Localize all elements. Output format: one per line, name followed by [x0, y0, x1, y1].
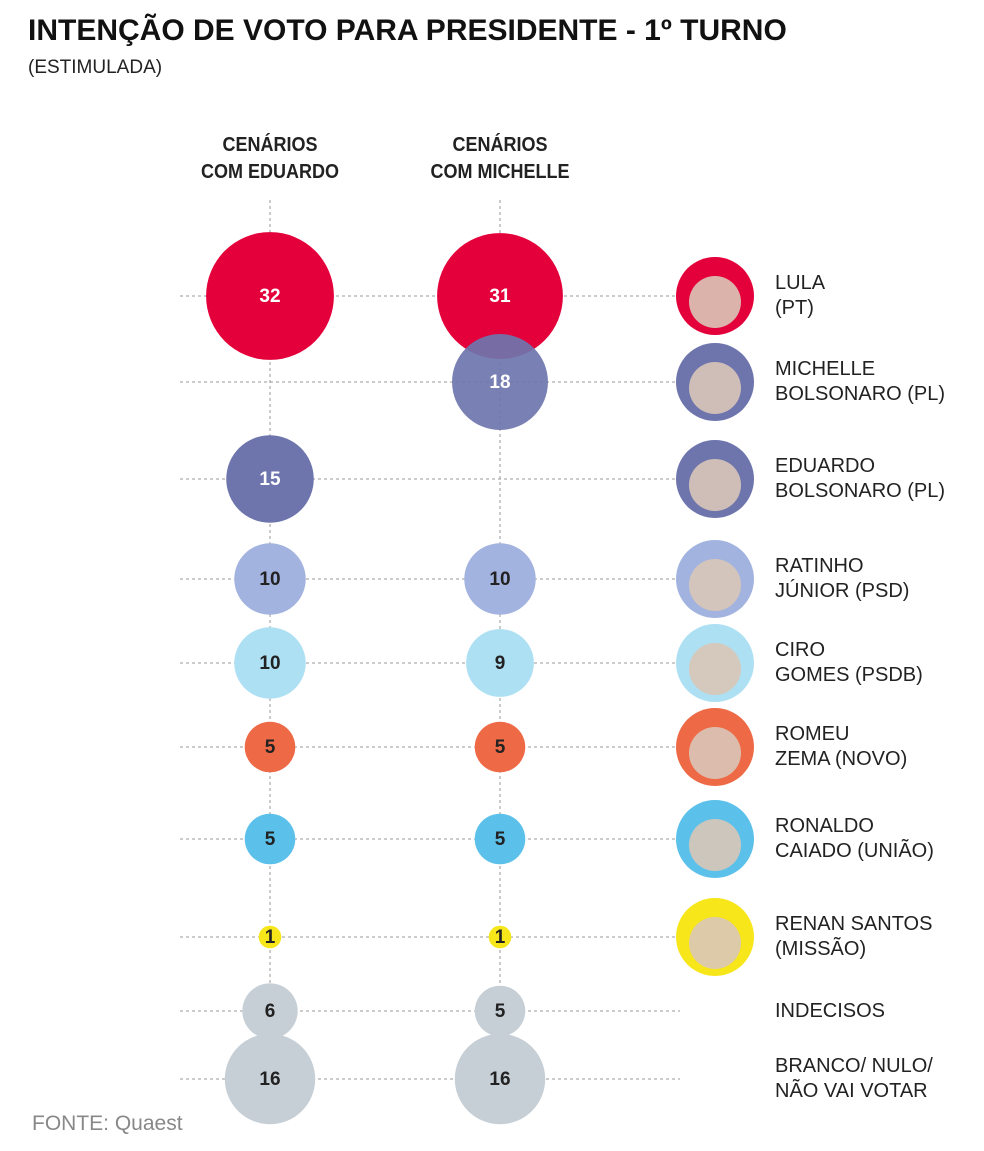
- candidate-label: LULA (PT): [775, 272, 826, 319]
- value-label: 6: [265, 1001, 276, 1022]
- bubble: [437, 233, 563, 359]
- bubble: [206, 232, 334, 360]
- bubble: [454, 1033, 546, 1125]
- value-label: 32: [259, 286, 280, 307]
- value-label: 31: [489, 286, 511, 307]
- candidate-label: EDUARDO BOLSONARO (PL): [775, 455, 946, 502]
- bubble: [464, 543, 536, 615]
- photo-face: [689, 643, 741, 695]
- candidate-label: INDECISOS: [775, 999, 886, 1022]
- column-header: CENÁRIOS COM EDUARDO: [200, 134, 340, 183]
- value-label: 1: [265, 927, 276, 948]
- bubble: [234, 627, 306, 699]
- value-label: 10: [259, 569, 280, 590]
- candidate-label: CIRO GOMES (PSDB): [775, 639, 923, 686]
- bubble: [452, 334, 548, 430]
- value-label: 5: [495, 829, 506, 850]
- photo-face: [689, 727, 741, 779]
- value-label: 1: [495, 927, 506, 948]
- bubble: [226, 435, 314, 523]
- bubble: [474, 985, 526, 1037]
- value-label: 10: [489, 569, 510, 590]
- candidate-label: RENAN SANTOS (MISSÃO): [775, 913, 933, 960]
- value-label: 9: [495, 653, 506, 674]
- photo-face: [689, 559, 741, 611]
- value-label: 18: [489, 372, 510, 393]
- photo-face: [689, 276, 741, 328]
- bubble: [466, 629, 534, 697]
- photo-face: [689, 362, 741, 414]
- candidate-label: RONALDO CAIADO (UNIÃO): [775, 815, 934, 862]
- candidate-label: MICHELLE BOLSONARO (PL): [775, 358, 946, 405]
- bubble: [234, 543, 306, 615]
- value-label: 5: [265, 829, 276, 850]
- photo-face: [689, 917, 741, 969]
- value-label: 5: [495, 737, 506, 758]
- bubble: [474, 813, 526, 865]
- bubble: [244, 813, 296, 865]
- value-label: 5: [495, 1001, 506, 1022]
- photo-face: [689, 819, 741, 871]
- source: FONTE: Quaest: [32, 1112, 183, 1135]
- bubble: [242, 983, 298, 1039]
- candidate-label: BRANCO/ NULO/ NÃO VAI VOTAR: [775, 1055, 933, 1102]
- bubble: [488, 925, 512, 949]
- candidate-label: ROMEU ZEMA (NOVO): [775, 723, 908, 770]
- value-label: 5: [265, 737, 276, 758]
- column-header: CENÁRIOS COM MICHELLE: [430, 134, 570, 183]
- bubble: [244, 721, 296, 773]
- bubble: [224, 1033, 316, 1125]
- value-label: 15: [259, 469, 281, 490]
- value-label: 16: [259, 1069, 280, 1090]
- chart-title: INTENÇÃO DE VOTO PARA PRESIDENTE - 1º TU…: [28, 14, 787, 47]
- chart-subtitle: (ESTIMULADA): [28, 57, 163, 78]
- value-label: 10: [259, 653, 280, 674]
- bubble: [474, 721, 526, 773]
- candidate-label: RATINHO JÚNIOR (PSD): [775, 555, 910, 602]
- value-label: 16: [489, 1069, 510, 1090]
- photo-face: [689, 459, 741, 511]
- bubble: [258, 925, 282, 949]
